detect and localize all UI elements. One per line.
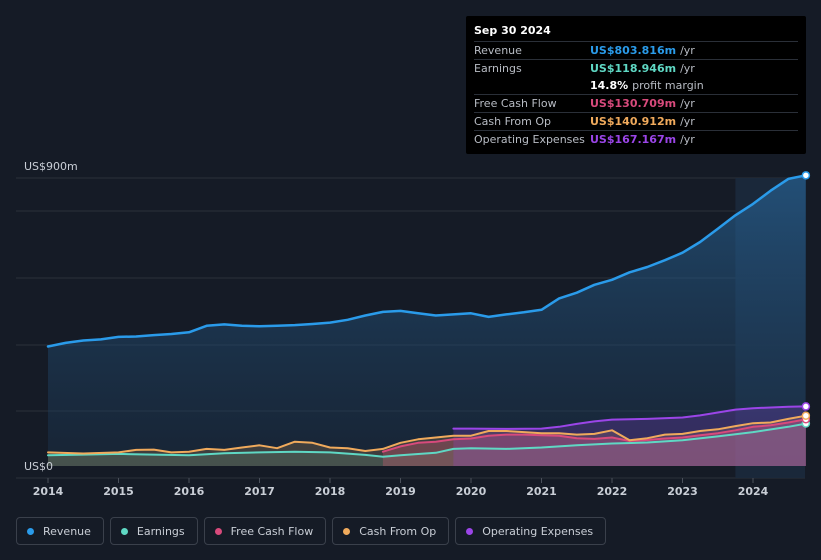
tooltip: Sep 30 2024 Revenue US$803.816m/yr Earning… (466, 16, 806, 154)
tooltip-row-label: Free Cash Flow (474, 97, 557, 110)
x-tick-label: 2017 (244, 485, 275, 498)
x-axis-ticks: 2014 2015 2016 2017 2018 2019 2020 2021 2022 2023… (33, 478, 769, 498)
tooltip-row-unit: /yr (680, 44, 695, 57)
free-cash-flow-line (381, 418, 807, 453)
legend-item-operating-expenses[interactable]: Operating Expenses (455, 517, 607, 545)
tooltip-row: Revenue US$803.816m/yr (474, 41, 798, 59)
y-axis-bottom-label: US$0 (24, 460, 54, 473)
x-tick-label: 2016 (174, 485, 205, 498)
tooltip-row: Free Cash Flow US$130.709m/yr (474, 94, 798, 112)
legend-label: Earnings (136, 524, 185, 538)
tooltip-row-unit: profit margin (632, 79, 704, 92)
legend-dot-icon (27, 527, 34, 535)
areas (48, 175, 806, 467)
revenue-line (46, 174, 808, 348)
legend: Revenue Earnings Free Cash Flow Cash From O… (16, 517, 607, 545)
x-tick-label: 2018 (315, 485, 346, 498)
tooltip-row: 14.8% profit margin (474, 77, 798, 94)
x-tick-label: 2022 (597, 485, 628, 498)
legend-label: Free Cash Flow (230, 524, 314, 538)
tooltip-row-value: US$167.167m (590, 133, 677, 146)
tooltip-row-value: US$130.709m (590, 97, 677, 110)
tooltip-row-label: Cash From Op (474, 115, 552, 128)
x-tick-label: 2024 (738, 485, 769, 498)
legend-dot-icon (214, 527, 222, 535)
legend-item-cash-from-op[interactable]: Cash From Op (332, 517, 450, 545)
tooltip-row-label (474, 77, 590, 94)
tooltip-row-unit: /yr (680, 133, 695, 146)
cash-from-op-line (47, 414, 807, 455)
legend-label: Cash From Op (359, 524, 437, 538)
tooltip-row-unit: /yr (680, 62, 695, 75)
tooltip-row: Cash From Op US$140.912m/yr (474, 112, 798, 130)
legend-dot-icon (120, 527, 128, 535)
earnings-line (47, 422, 807, 458)
tooltip-row-value: US$803.816m (590, 44, 677, 57)
cash-from-op-end-point (801, 411, 811, 420)
x-tick-label: 2014 (33, 485, 64, 498)
x-tick-label: 2021 (526, 485, 557, 498)
tooltip-row-unit: /yr (680, 97, 695, 110)
tooltip-row-label: Operating Expenses (474, 133, 585, 146)
lines (46, 174, 808, 458)
x-tick-label: 2023 (667, 485, 698, 498)
earnings-area (48, 423, 806, 466)
revenue-area (48, 175, 806, 467)
legend-label: Operating Expenses (482, 524, 594, 538)
legend-item-free-cash-flow[interactable]: Free Cash Flow (203, 517, 327, 545)
operating-expenses-area (453, 406, 806, 466)
tooltip-row-value: US$140.912m (590, 115, 677, 128)
tooltip-row-unit: /yr (680, 115, 695, 128)
operating-expenses-end-point (801, 402, 811, 411)
end-points (801, 171, 811, 428)
tooltip-row-value: 14.8% (590, 79, 629, 92)
x-tick-label: 2019 (385, 485, 416, 498)
tooltip-row-label: Earnings (474, 62, 522, 75)
legend-dot-icon (466, 527, 474, 535)
tooltip-row: Operating Expenses US$167.167m/yr (474, 130, 798, 148)
legend-item-earnings[interactable]: Earnings (109, 517, 198, 545)
legend-item-revenue[interactable]: Revenue (16, 517, 104, 545)
tooltip-row-label: Revenue (474, 44, 522, 57)
tooltip-row-value: US$118.946m (590, 62, 677, 75)
free-cash-flow-area (382, 419, 806, 466)
x-tick-label: 2020 (456, 485, 487, 498)
legend-label: Revenue (43, 524, 91, 538)
x-tick-label: 2015 (103, 485, 134, 498)
tooltip-row: Earnings US$118.946m/yr (474, 59, 798, 77)
y-axis-top-label: US$900m (24, 160, 78, 173)
legend-dot-icon (343, 527, 351, 535)
tooltip-date: Sep 30 2024 (474, 24, 551, 37)
operating-expenses-line (452, 405, 807, 430)
revenue-end-point (801, 171, 811, 180)
